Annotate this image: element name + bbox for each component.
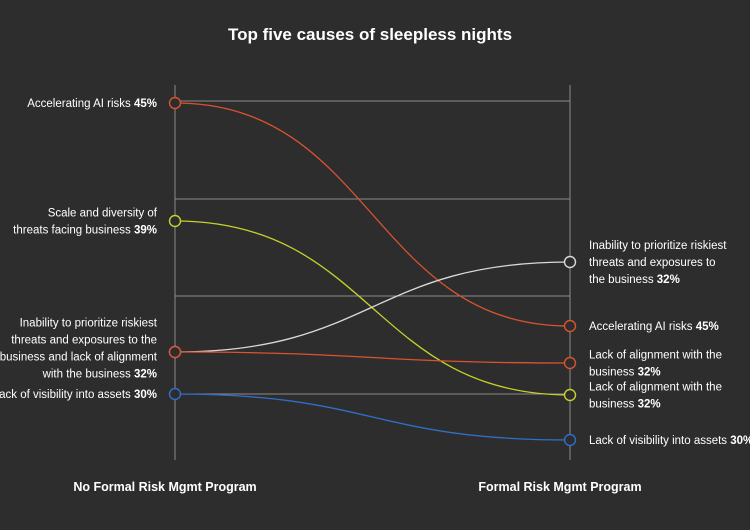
- series-3-right-marker: [563, 356, 577, 370]
- series-2-left-label: Inability to prioritize riskiest threats …: [0, 318, 158, 381]
- series-4-right-marker: [563, 433, 577, 447]
- grid: [175, 100, 570, 395]
- series-labels: Accelerating AI risks 45% Accelerating AI…: [0, 98, 750, 447]
- series-1-left-marker: [168, 214, 182, 228]
- series-3-right-label: Lack of alignment with the business 32%: [589, 350, 722, 379]
- series-4-right-label: Lack of visibility into assets 30%: [589, 435, 750, 447]
- series-2-right-marker: [563, 255, 577, 269]
- series-4-curve: [174, 393, 571, 441]
- series-0-curve: [174, 102, 571, 327]
- series-4-left-marker: [168, 387, 182, 401]
- series-1-right-marker: [563, 388, 577, 402]
- series-2-right-label: Inability to prioritize riskiest threats …: [589, 240, 727, 286]
- series-1-curve: [174, 220, 571, 396]
- series-0-left-label: Accelerating AI risks 45%: [27, 98, 157, 110]
- series-curves: [174, 102, 571, 441]
- series-markers: [168, 96, 577, 447]
- series-4-left-label: Lack of visibility into assets 30%: [0, 389, 157, 401]
- right-column-title: Formal Risk Mgmt Program: [478, 480, 641, 494]
- series-0-left-marker: [168, 96, 182, 110]
- series-0-right-marker: [563, 319, 577, 333]
- left-column-title: No Formal Risk Mgmt Program: [73, 480, 256, 494]
- series-3-curve: [174, 351, 571, 364]
- chart-title: Top five causes of sleepless nights: [228, 25, 512, 44]
- series-3-left-marker: [168, 345, 182, 359]
- series-2-curve: [174, 261, 571, 353]
- series-0-right-label: Accelerating AI risks 45%: [589, 321, 719, 333]
- series-1-left-label: Scale and diversity of threats facing bus…: [13, 208, 158, 237]
- series-1-right-label: Lack of alignment with the business 32%: [589, 382, 722, 411]
- axes: [174, 85, 571, 460]
